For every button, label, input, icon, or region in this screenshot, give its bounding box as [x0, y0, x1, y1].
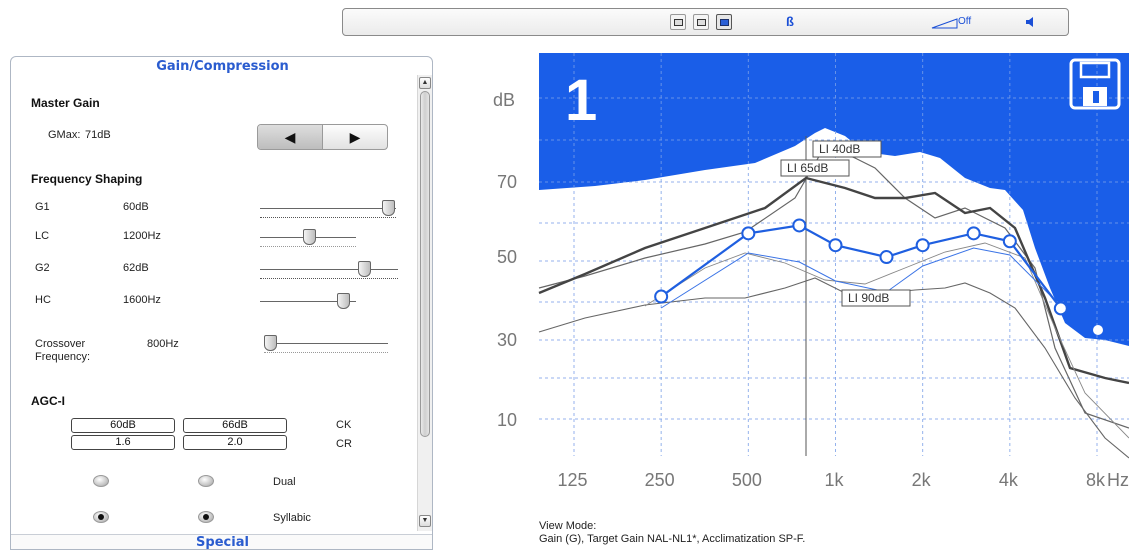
status-bar: ß Off: [0, 0, 1129, 45]
crossover-label: Crossover: [35, 338, 86, 350]
target-point: [915, 238, 930, 253]
save-icon[interactable]: [1069, 58, 1121, 110]
syllabic-radio-right[interactable]: [198, 511, 214, 523]
gmax-value: 71dB: [85, 129, 111, 141]
g2-slider[interactable]: [260, 261, 400, 285]
view-mode-description: Gain (G), Target Gain NAL-NL1*, Acclimat…: [539, 533, 806, 545]
decrease-button[interactable]: ◀: [258, 125, 323, 149]
curve-label-box: [841, 289, 911, 307]
y-tick-label: 70: [497, 172, 517, 192]
hc-slider-thumb[interactable]: [337, 293, 350, 309]
special-section-header[interactable]: Special: [11, 534, 432, 549]
crossover-slider-thumb[interactable]: [264, 335, 277, 351]
crossover-slider[interactable]: [264, 335, 390, 359]
scrollbar-thumb[interactable]: [420, 91, 430, 437]
cr-field-2[interactable]: 2.0: [183, 435, 287, 450]
target-point: [879, 250, 894, 265]
agc-heading: AGC-I: [31, 394, 65, 408]
volume-ramp-icon[interactable]: Off: [931, 16, 991, 30]
g2-slider-thumb[interactable]: [358, 261, 371, 277]
hc-value: 1600Hz: [123, 294, 161, 306]
gain-chart-svg[interactable]: LI 40dB LI 65dB LI 90dB 1 dB 70 50 30 10 125 250 50…: [445, 48, 1129, 508]
monitor-active-icon[interactable]: [716, 14, 732, 30]
dual-radio-left[interactable]: [93, 475, 109, 487]
li-65-curve: [538, 176, 1129, 385]
curve-label: LI 65dB: [787, 161, 828, 175]
lc-slider[interactable]: [260, 229, 360, 253]
g2-value: 62dB: [123, 262, 149, 274]
view-mode-text: View Mode: Gain (G), Target Gain NAL-NL1…: [539, 520, 805, 546]
g1-value: 60dB: [123, 201, 149, 213]
crossover-value: 800Hz: [147, 338, 179, 350]
master-gain-heading: Master Gain: [31, 96, 100, 110]
x-axis-label: Hz: [1107, 470, 1129, 490]
crossover-label-2: Frequency:: [35, 351, 91, 363]
curve-label: LI 40dB: [819, 142, 860, 156]
target-point: [1053, 301, 1068, 316]
y-tick-label: 10: [497, 410, 517, 430]
target-point: [828, 238, 843, 253]
syllabic-label: Syllabic: [273, 512, 311, 524]
x-tick-label: 2k: [912, 470, 932, 490]
g1-label: G1: [35, 201, 50, 213]
gain-compression-panel: Gain/Compression Master Gain GMax: 71dB …: [10, 56, 433, 550]
panel-scrollbar[interactable]: ▲ ▼: [417, 75, 432, 531]
monitor-icon[interactable]: [670, 14, 686, 30]
y-tick-label: 50: [497, 247, 517, 267]
dual-radio-right[interactable]: [198, 475, 214, 487]
target-point: [966, 226, 981, 241]
lc-value: 1200Hz: [123, 230, 161, 242]
y-tick-label: 30: [497, 330, 517, 350]
dual-label: Dual: [273, 476, 296, 488]
gain-chart[interactable]: LI 40dB LI 65dB LI 90dB 1 dB 70 50 30 10 125 250 50…: [445, 48, 1129, 550]
gmax-stepper[interactable]: ◀ ▶: [257, 124, 388, 150]
li-thin-curve: [644, 242, 1129, 439]
max-output-point: [1093, 325, 1103, 335]
x-tick-label: 8k: [1086, 470, 1106, 490]
view-mode-label: View Mode:: [539, 520, 597, 532]
max-output-region: [539, 53, 1129, 346]
curve-label-box: [780, 159, 850, 177]
scroll-down-icon[interactable]: ▼: [419, 515, 431, 527]
li-40-curve: [538, 145, 1129, 429]
monitor-icon[interactable]: [693, 14, 709, 30]
scroll-up-icon[interactable]: ▲: [419, 77, 431, 89]
target-point: [741, 226, 756, 241]
g1-slider[interactable]: [260, 200, 400, 224]
target-point: [792, 218, 807, 233]
curve-label: LI 90dB: [848, 291, 889, 305]
x-tick-label: 1k: [825, 470, 845, 490]
gmax-label: GMax:: [48, 129, 81, 141]
hc-slider[interactable]: [260, 293, 360, 317]
target-point: [654, 289, 669, 304]
ck-field-2[interactable]: 66dB: [183, 418, 287, 433]
y-axis-label: dB: [493, 90, 515, 110]
target-point: [1002, 234, 1017, 249]
device-status-box: ß Off: [342, 8, 1069, 36]
ck-label: CK: [336, 419, 352, 431]
panel-title: Gain/Compression: [156, 59, 289, 74]
cr-label: CR: [336, 438, 352, 450]
volume-label: Off: [958, 16, 972, 27]
x-tick-label: 500: [732, 470, 762, 490]
g1-slider-thumb[interactable]: [382, 200, 395, 216]
syllabic-radio-left[interactable]: [93, 511, 109, 523]
increase-button[interactable]: ▶: [349, 128, 361, 145]
hc-label: HC: [35, 294, 51, 306]
ck-field-1[interactable]: 60dB: [71, 418, 175, 433]
g2-label: G2: [35, 262, 50, 274]
lc-label: LC: [35, 230, 50, 242]
x-tick-label: 125: [558, 470, 588, 490]
cr-field-1[interactable]: 1.6: [71, 435, 175, 450]
lc-slider-thumb[interactable]: [303, 229, 316, 245]
curve-label-box: [812, 140, 882, 158]
bluetooth-icon[interactable]: ß: [786, 14, 794, 29]
x-tick-label: 250: [645, 470, 675, 490]
speaker-icon[interactable]: [1025, 15, 1039, 29]
x-tick-label: 4k: [999, 470, 1019, 490]
frequency-shaping-heading: Frequency Shaping: [31, 172, 143, 186]
program-number: 1: [565, 68, 597, 133]
